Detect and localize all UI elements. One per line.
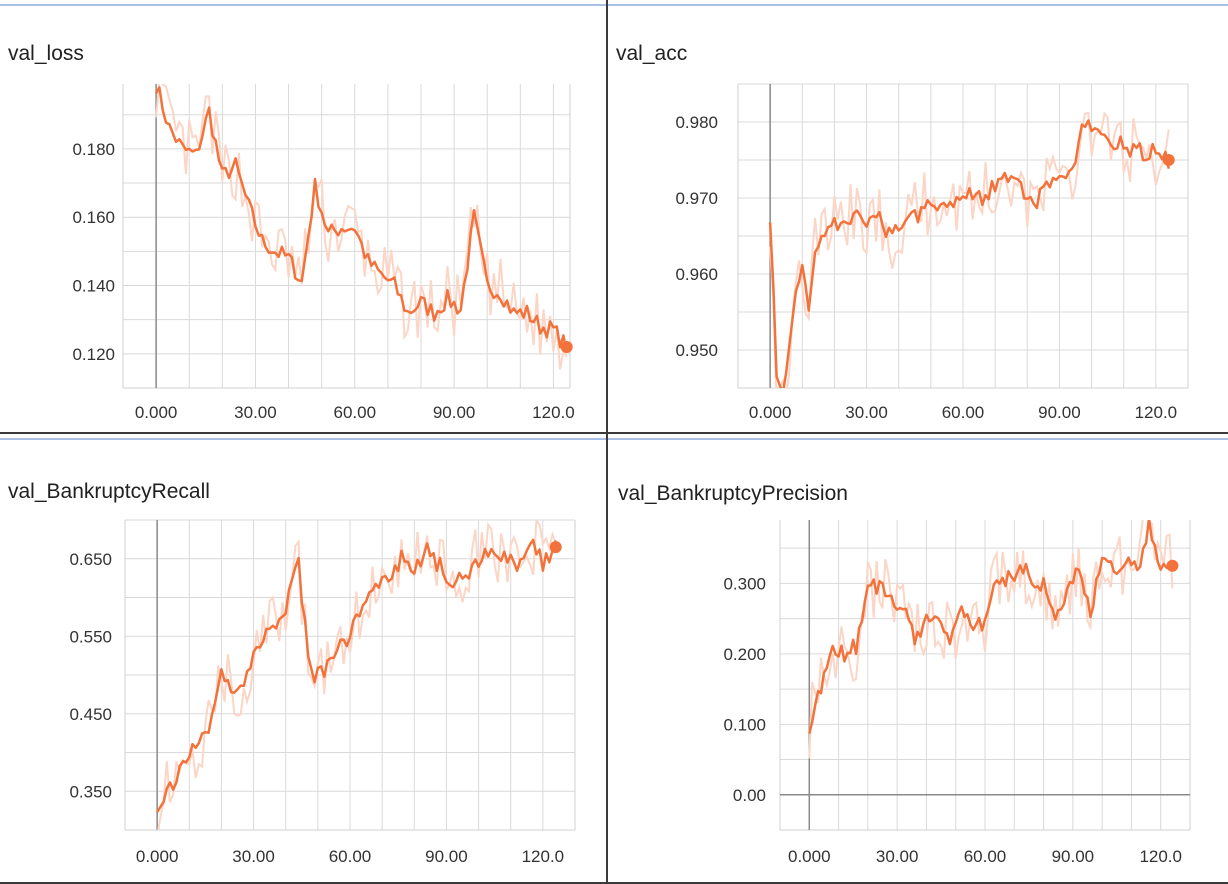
x-tick-label: 90.00 (433, 403, 476, 422)
chart-val-loss[interactable]: 0.000 30.00 60.00 90.00 120.0 0.120 0.140 0.160… (0, 0, 606, 432)
chart-panel-val-bankruptcy-recall: val_BankruptcyRecall 0.000 30.00 60.00 90.0… (0, 434, 606, 882)
x-tick-label: 60.00 (334, 403, 377, 422)
y-tick-label: 0.120 (72, 345, 115, 364)
y-tick-label: 0.350 (69, 782, 112, 801)
chart-title: val_BankruptcyRecall (8, 480, 210, 503)
panel-top-rule (0, 4, 606, 6)
x-tick-label: 60.00 (964, 847, 1007, 866)
series-raw-line (769, 111, 1170, 388)
x-tick-label: 60.00 (942, 403, 985, 422)
series-raw-line (157, 520, 557, 830)
series-end-marker (549, 541, 562, 554)
series-smoothed-line (808, 520, 1174, 734)
x-tick-label: 0.000 (136, 847, 179, 866)
x-tick-label: 30.00 (845, 403, 888, 422)
y-tick-label: 0.960 (675, 265, 718, 284)
panel-top-rule (608, 438, 1228, 440)
x-tick-label: 90.00 (425, 847, 468, 866)
y-tick-label: 0.100 (723, 715, 766, 734)
x-tick-label: 120.0 (1139, 847, 1182, 866)
panel-top-rule (608, 4, 1228, 6)
x-tick-label: 30.00 (876, 847, 919, 866)
series-end-marker (560, 341, 573, 354)
column-divider (606, 0, 608, 884)
chart-panel-val-acc: val_acc 0.000 30.00 60.00 90.00 120.0 0.950 0.… (608, 0, 1228, 432)
x-tick-label: 0.000 (788, 847, 831, 866)
y-tick-label: 0.00 (733, 786, 766, 805)
y-tick-label: 0.200 (723, 645, 766, 664)
x-tick-label: 120.0 (1135, 403, 1178, 422)
series-end-marker (1166, 559, 1179, 572)
y-tick-label: 0.140 (72, 277, 115, 296)
series-end-marker (1162, 154, 1175, 166)
series-smoothed-line (768, 119, 1170, 388)
y-tick-label: 0.450 (69, 705, 112, 724)
row-divider (0, 432, 1228, 434)
chart-title: val_BankruptcyPrecision (618, 482, 848, 505)
x-tick-label: 120.0 (532, 403, 575, 422)
chart-panel-val-loss: val_loss 0.000 30.00 60.00 90.00 120.0 0.120 0… (0, 0, 606, 432)
chart-val-bankruptcy-recall[interactable]: 0.000 30.00 60.00 90.00 120.0 0.350 0.450 0.550… (0, 434, 606, 882)
series-smoothed-line (155, 86, 568, 353)
x-tick-label: 0.000 (749, 403, 792, 422)
x-tick-label: 0.000 (135, 403, 178, 422)
x-tick-label: 90.00 (1052, 847, 1095, 866)
y-tick-label: 0.300 (723, 574, 766, 593)
chart-val-acc[interactable]: 0.000 30.00 60.00 90.00 120.0 0.950 0.960 0.970… (608, 0, 1228, 432)
x-tick-label: 90.00 (1038, 403, 1081, 422)
chart-val-bankruptcy-precision[interactable]: 0.000 30.00 60.00 90.00 120.0 0.00 0.100 0.200 0… (608, 434, 1228, 882)
series-raw-line (155, 84, 568, 370)
y-tick-label: 0.980 (675, 113, 718, 132)
y-tick-label: 0.180 (72, 140, 115, 159)
x-tick-label: 60.00 (329, 847, 372, 866)
y-tick-label: 0.970 (675, 189, 718, 208)
y-tick-label: 0.160 (72, 208, 115, 227)
y-tick-label: 0.650 (69, 550, 112, 569)
series-smoothed-line (156, 538, 557, 813)
x-tick-label: 30.00 (232, 847, 275, 866)
panel-top-rule (0, 438, 606, 440)
chart-title: val_acc (616, 42, 688, 65)
x-tick-label: 30.00 (234, 403, 277, 422)
x-tick-label: 120.0 (522, 847, 565, 866)
series-raw-line (808, 520, 1174, 759)
chart-panel-val-bankruptcy-precision: val_BankruptcyPrecision 0.000 30.00 60.00 9… (608, 434, 1228, 882)
y-tick-label: 0.950 (675, 341, 718, 360)
y-tick-label: 0.550 (69, 627, 112, 646)
bottom-border (0, 882, 1228, 884)
chart-title: val_loss (8, 42, 84, 65)
